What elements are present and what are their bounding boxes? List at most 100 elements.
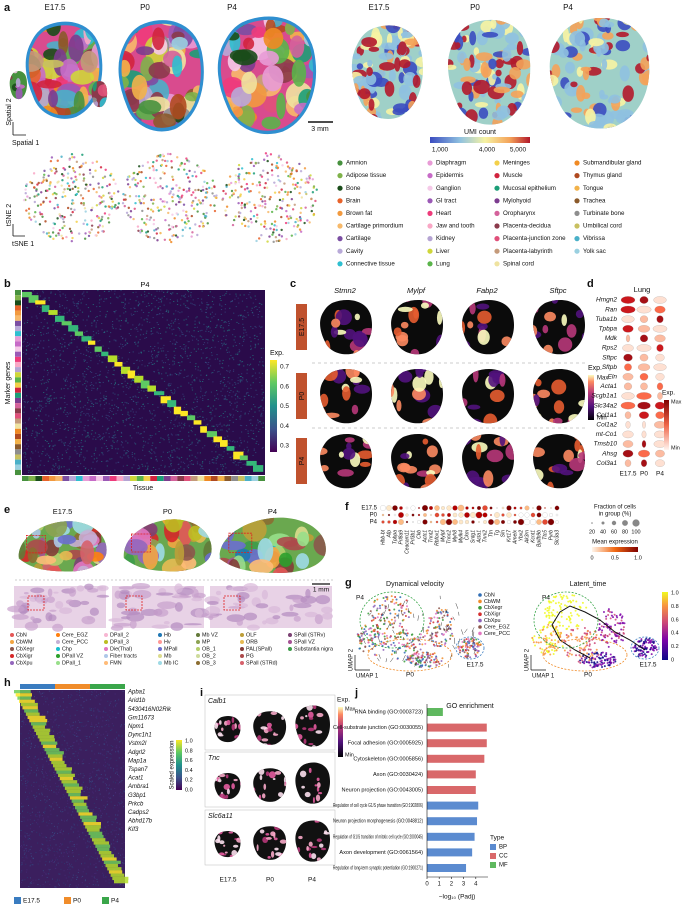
heatmap-noise bbox=[68, 458, 70, 460]
cell-dot bbox=[94, 169, 97, 172]
image-patch bbox=[535, 379, 542, 387]
heatmap-noise bbox=[184, 422, 186, 424]
cell-dot bbox=[237, 181, 241, 184]
heatmap-noise bbox=[179, 458, 181, 460]
cell-dot bbox=[84, 183, 88, 186]
row-strip bbox=[15, 325, 21, 332]
cell-dot bbox=[210, 187, 213, 190]
legend-label: Adipose tissue bbox=[346, 172, 387, 179]
legend-swatch bbox=[427, 236, 433, 242]
legend-swatch bbox=[494, 248, 500, 254]
heatmap-noise bbox=[152, 363, 154, 365]
heatmap-noise bbox=[98, 360, 101, 362]
heatmap-noise bbox=[180, 355, 182, 357]
heatmap-noise bbox=[153, 327, 155, 329]
legend-label: CbWM bbox=[16, 639, 33, 645]
heatmap-noise bbox=[179, 362, 181, 364]
heatmap-noise bbox=[190, 294, 192, 296]
row-strip bbox=[15, 469, 21, 476]
cell-dot bbox=[405, 599, 408, 602]
heatmap-noise bbox=[91, 325, 93, 327]
heatmap-noise bbox=[86, 450, 88, 452]
image-patch bbox=[570, 107, 583, 113]
heatmap-noise bbox=[96, 402, 98, 404]
heatmap-noise bbox=[122, 346, 124, 348]
heatmap-noise bbox=[131, 437, 133, 439]
cell-dot bbox=[128, 186, 132, 189]
heatmap-noise bbox=[249, 292, 251, 294]
heatmap-noise bbox=[85, 304, 87, 306]
image-patch bbox=[412, 375, 427, 392]
heatmap-noise bbox=[83, 359, 85, 361]
cell-dot bbox=[159, 185, 162, 188]
heatmap-noise bbox=[120, 343, 122, 345]
cell-dot bbox=[234, 215, 237, 218]
stage-label: P0 bbox=[370, 513, 378, 519]
heatmap-noise bbox=[241, 431, 243, 433]
row-strip bbox=[15, 459, 21, 465]
heatmap-noise bbox=[48, 378, 50, 380]
row-strip bbox=[15, 336, 21, 342]
heatmap-noise bbox=[183, 319, 185, 321]
heatmap-block bbox=[253, 465, 264, 472]
heatmap-noise bbox=[27, 365, 29, 367]
cell-dot bbox=[387, 620, 390, 623]
heatmap-noise bbox=[129, 298, 131, 300]
histology-texture bbox=[49, 609, 57, 612]
heatmap-noise bbox=[225, 425, 227, 427]
heatmap-noise bbox=[104, 357, 106, 359]
gene-label: Mdk bbox=[605, 335, 618, 342]
heatmap-noise bbox=[201, 302, 203, 304]
heatmap-noise bbox=[59, 291, 61, 293]
cell-dot bbox=[299, 219, 302, 222]
heatmap-noise bbox=[44, 397, 46, 399]
heatmap-noise bbox=[191, 335, 193, 337]
dot bbox=[417, 520, 421, 524]
histology-texture bbox=[261, 589, 268, 600]
heatmap-noise bbox=[234, 402, 236, 404]
heatmap-noise bbox=[53, 466, 55, 468]
heatmap-noise bbox=[74, 402, 77, 404]
heatmap-noise bbox=[255, 306, 257, 308]
heatmap-noise bbox=[220, 326, 222, 328]
heatmap-noise bbox=[244, 395, 246, 397]
heatmap-noise bbox=[139, 433, 141, 435]
panel-label: i bbox=[200, 687, 203, 699]
legend-swatch bbox=[56, 661, 60, 665]
heatmap-noise bbox=[200, 388, 202, 390]
heatmap-noise bbox=[26, 395, 28, 397]
cell-dot bbox=[60, 155, 63, 158]
heatmap-noise bbox=[31, 322, 33, 324]
image-patch bbox=[516, 41, 524, 56]
heatmap-noise bbox=[63, 466, 65, 468]
heatmap-noise bbox=[80, 448, 82, 450]
heatmap-noise bbox=[58, 422, 61, 424]
heatmap-noise bbox=[234, 441, 236, 443]
heatmap-noise bbox=[60, 407, 62, 409]
heatmap-noise bbox=[220, 313, 222, 315]
heatmap-noise bbox=[205, 338, 207, 340]
heatmap-noise bbox=[37, 346, 39, 348]
cell-dot bbox=[279, 158, 283, 161]
heatmap-noise bbox=[137, 342, 139, 344]
dot bbox=[478, 521, 480, 523]
heatmap-noise bbox=[252, 312, 254, 314]
dot bbox=[518, 512, 524, 518]
heatmap-noise bbox=[93, 334, 95, 336]
heatmap-noise bbox=[228, 387, 230, 389]
violin bbox=[622, 430, 634, 439]
image-patch bbox=[415, 56, 423, 68]
heatmap-noise bbox=[179, 355, 182, 357]
image-patch bbox=[120, 59, 131, 77]
heatmap-noise bbox=[94, 402, 97, 404]
violin bbox=[652, 325, 668, 333]
col-strip bbox=[116, 476, 124, 481]
heatmap-noise bbox=[100, 298, 102, 300]
cell-dot bbox=[141, 197, 145, 200]
image-patch bbox=[346, 442, 352, 450]
heatmap-noise bbox=[176, 342, 178, 344]
heatmap-noise bbox=[54, 431, 56, 433]
heatmap-noise bbox=[76, 305, 78, 307]
heatmap-noise bbox=[70, 335, 72, 337]
heatmap-noise bbox=[143, 319, 145, 321]
